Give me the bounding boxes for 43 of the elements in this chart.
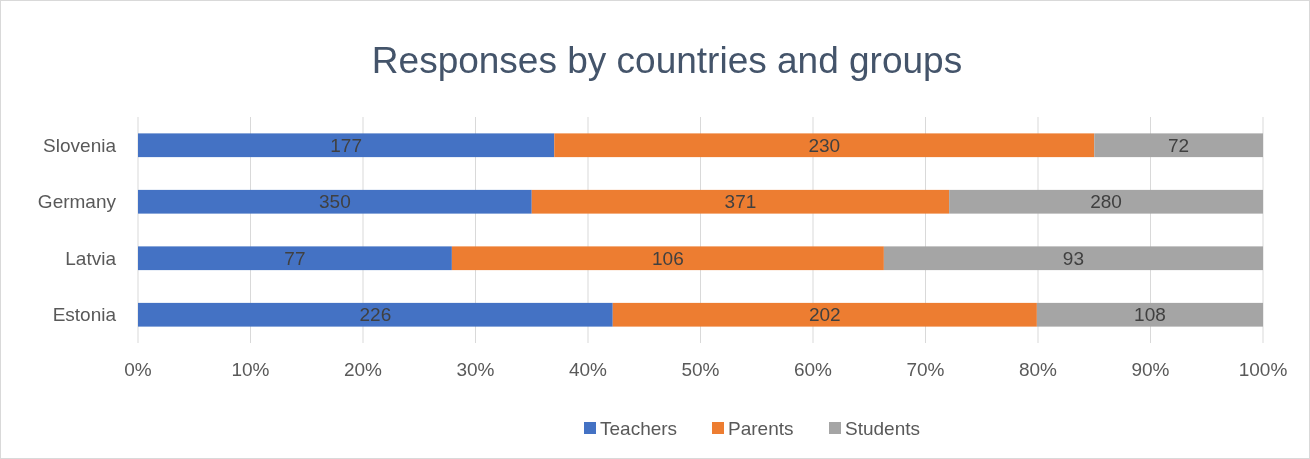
annotation: 230 — [808, 134, 841, 156]
y-tick-label: Estonia — [52, 304, 117, 326]
bar — [1036, 302, 1264, 327]
bar — [138, 246, 452, 271]
y-tick-label: Germany — [37, 191, 117, 213]
annotation: 177 — [330, 134, 362, 156]
x-tick-label: 0% — [124, 359, 152, 380]
bar — [451, 246, 884, 271]
legend-label: Students — [845, 417, 920, 439]
annotation: 106 — [652, 247, 684, 269]
annotation: 350 — [319, 191, 351, 213]
annotation: 202 — [808, 304, 841, 326]
annotation: 93 — [1062, 247, 1085, 269]
legend-label: Teachers — [600, 417, 678, 439]
x-tick-label: 20% — [343, 359, 383, 380]
annotation: 280 — [1090, 191, 1122, 213]
annotation: 371 — [724, 191, 757, 213]
y-tick-label: Slovenia — [43, 134, 117, 156]
annotation: 72 — [1168, 134, 1190, 156]
x-tick-label: 60% — [793, 359, 833, 380]
chart-title: Responses by countries and groups — [371, 39, 963, 81]
bar — [531, 189, 950, 214]
x-tick-label: 10% — [231, 359, 270, 380]
annotation: 226 — [359, 304, 392, 326]
x-tick-label: 90% — [1131, 359, 1170, 380]
bar — [138, 189, 532, 214]
bar — [612, 302, 1037, 327]
bar — [138, 302, 613, 327]
y-tick-label: Latvia — [65, 247, 117, 269]
bar — [1094, 133, 1263, 158]
bar — [138, 133, 555, 158]
annotation: 108 — [1134, 304, 1166, 326]
x-tick-label: 100% — [1238, 359, 1288, 380]
annotation: 77 — [284, 247, 306, 269]
x-tick-label: 80% — [1018, 359, 1058, 380]
bar — [883, 246, 1263, 271]
x-tick-label: 30% — [456, 359, 495, 380]
x-tick-label: 70% — [906, 359, 945, 380]
x-tick-label: 40% — [568, 359, 608, 380]
x-tick-label: 50% — [681, 359, 720, 380]
bar — [554, 133, 1095, 158]
bar — [949, 189, 1263, 214]
legend-label: Parents — [728, 417, 794, 439]
